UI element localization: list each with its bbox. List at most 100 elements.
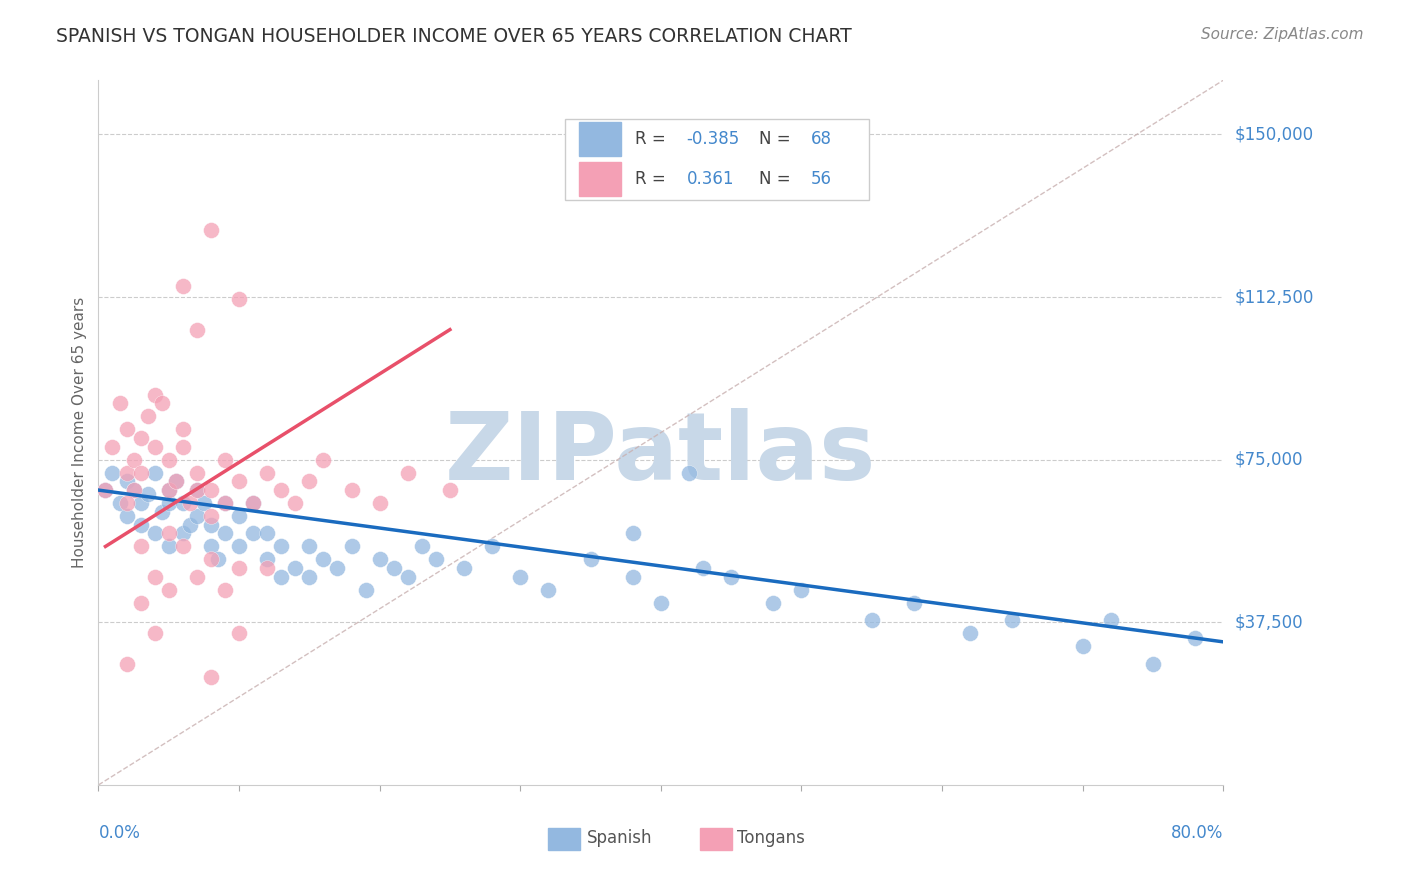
Spanish <box>762 596 785 610</box>
Spanish <box>720 570 742 584</box>
FancyBboxPatch shape <box>579 122 621 156</box>
Spanish <box>172 526 194 541</box>
Spanish <box>312 552 335 566</box>
Spanish <box>242 496 264 510</box>
Tongans <box>115 657 138 671</box>
Text: R =: R = <box>636 170 671 188</box>
Spanish <box>284 561 307 575</box>
FancyBboxPatch shape <box>565 119 869 200</box>
FancyBboxPatch shape <box>700 828 731 850</box>
Spanish <box>122 483 145 497</box>
Tongans <box>312 452 335 467</box>
Spanish <box>1099 613 1122 627</box>
Text: 0.361: 0.361 <box>686 170 734 188</box>
Spanish <box>903 596 925 610</box>
Spanish <box>186 509 208 524</box>
Tongans <box>143 387 166 401</box>
Spanish <box>136 487 159 501</box>
Spanish <box>298 540 321 554</box>
Spanish <box>115 475 138 489</box>
Tongans <box>115 496 138 510</box>
Spanish <box>256 526 278 541</box>
Spanish <box>270 540 292 554</box>
Spanish <box>650 596 672 610</box>
Tongans <box>172 540 194 554</box>
Spanish <box>157 496 180 510</box>
Tongans <box>228 626 250 640</box>
Text: N =: N = <box>759 129 796 148</box>
Spanish <box>94 483 117 497</box>
Text: Source: ZipAtlas.com: Source: ZipAtlas.com <box>1201 27 1364 42</box>
Spanish <box>157 540 180 554</box>
Spanish <box>298 570 321 584</box>
Spanish <box>621 526 644 541</box>
Tongans <box>214 582 236 597</box>
Spanish <box>354 582 377 597</box>
Tongans <box>172 279 194 293</box>
Tongans <box>165 475 187 489</box>
Spanish <box>108 496 131 510</box>
Spanish <box>396 570 419 584</box>
Tongans <box>298 475 321 489</box>
Spanish <box>157 483 180 497</box>
Spanish <box>228 509 250 524</box>
Tongans <box>256 466 278 480</box>
Spanish <box>270 570 292 584</box>
Text: 0.0%: 0.0% <box>98 824 141 842</box>
Tongans <box>150 396 173 410</box>
Spanish <box>242 526 264 541</box>
Tongans <box>143 440 166 454</box>
Y-axis label: Householder Income Over 65 years: Householder Income Over 65 years <box>72 297 87 568</box>
Tongans <box>179 496 201 510</box>
Spanish <box>256 552 278 566</box>
Spanish <box>115 509 138 524</box>
Spanish <box>340 540 363 554</box>
Tongans <box>200 669 222 683</box>
Tongans <box>256 561 278 575</box>
Tongans <box>186 483 208 497</box>
Tongans <box>108 396 131 410</box>
Spanish <box>481 540 503 554</box>
Tongans <box>172 440 194 454</box>
Tongans <box>242 496 264 510</box>
Spanish <box>1071 639 1094 653</box>
Text: $150,000: $150,000 <box>1234 126 1313 144</box>
Spanish <box>425 552 447 566</box>
Tongans <box>94 483 117 497</box>
Spanish <box>621 570 644 584</box>
Tongans <box>284 496 307 510</box>
Text: $75,000: $75,000 <box>1234 450 1303 468</box>
Spanish <box>165 475 187 489</box>
Spanish <box>101 466 124 480</box>
Tongans <box>214 452 236 467</box>
Text: R =: R = <box>636 129 671 148</box>
Tongans <box>157 452 180 467</box>
Spanish <box>129 496 152 510</box>
Spanish <box>179 517 201 532</box>
Tongans <box>186 466 208 480</box>
Tongans <box>115 466 138 480</box>
Spanish <box>411 540 433 554</box>
Tongans <box>129 431 152 445</box>
Tongans <box>186 323 208 337</box>
Tongans <box>129 596 152 610</box>
Spanish <box>193 496 215 510</box>
Spanish <box>150 505 173 519</box>
Tongans <box>122 452 145 467</box>
Spanish <box>200 517 222 532</box>
Text: N =: N = <box>759 170 796 188</box>
Text: $37,500: $37,500 <box>1234 614 1303 632</box>
Tongans <box>157 483 180 497</box>
Spanish <box>790 582 813 597</box>
Tongans <box>228 475 250 489</box>
Tongans <box>200 223 222 237</box>
Text: $112,500: $112,500 <box>1234 288 1313 306</box>
Tongans <box>439 483 461 497</box>
Spanish <box>959 626 981 640</box>
Spanish <box>1001 613 1024 627</box>
Spanish <box>509 570 531 584</box>
Spanish <box>537 582 560 597</box>
Tongans <box>396 466 419 480</box>
Spanish <box>692 561 714 575</box>
Text: SPANISH VS TONGAN HOUSEHOLDER INCOME OVER 65 YEARS CORRELATION CHART: SPANISH VS TONGAN HOUSEHOLDER INCOME OVE… <box>56 27 852 45</box>
